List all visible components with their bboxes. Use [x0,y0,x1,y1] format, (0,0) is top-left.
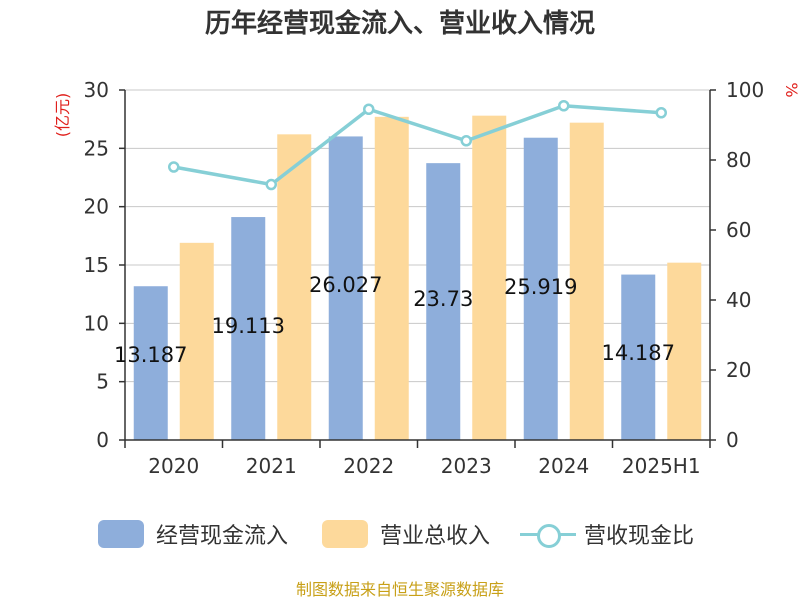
revenue-bar [569,122,604,441]
cash-inflow-bar [426,163,461,440]
ratio-point [460,135,472,147]
left-tick-label: 10 [84,311,109,335]
legend: 经营现金流入 营业总收入 营收现金比 [0,512,800,556]
revenue-bar [277,134,312,441]
data-label: 25.919 [504,275,577,299]
right-tick-label: 40 [726,288,751,312]
data-label: 13.187 [114,343,187,367]
revenue-bar [667,262,702,440]
ratio-point [558,100,570,112]
left-axis-unit: (亿元) [53,93,72,138]
left-axis-ticks: 0 5 10 15 20 25 30 [84,78,125,452]
data-source: 制图数据来自恒生聚源数据库 [295,580,504,599]
left-tick-label: 15 [84,253,109,277]
data-label: 23.73 [413,287,473,311]
data-labels: 13.187 19.113 26.027 23.73 25.919 14.187 [114,273,675,367]
x-tick-label: 2020 [148,454,199,478]
revenue-bar [179,242,214,440]
right-tick-label: 60 [726,218,751,242]
x-tick-label: 2024 [538,454,589,478]
cash-inflow-bar [328,136,363,440]
cash-inflow-bar [231,217,266,440]
cash-inflow-swatch [98,520,144,548]
legend-item-revenue[interactable]: 营业总收入 [322,512,490,556]
x-tick-label: 2022 [343,454,394,478]
cash-inflow-bar [133,286,168,440]
left-tick-label: 20 [84,195,109,219]
left-tick-label: 30 [84,78,109,102]
right-tick-label: 0 [726,428,739,452]
right-axis-ticks: 0 20 40 60 80 100 [710,78,764,452]
revenue-bars [179,115,702,441]
data-label: 14.187 [602,341,675,365]
left-tick-label: 5 [96,370,109,394]
ratio-point [168,161,180,173]
right-tick-label: 20 [726,358,751,382]
data-label: 26.027 [309,273,382,297]
left-tick-label: 0 [96,428,109,452]
ratio-polyline [173,103,662,187]
x-axis-ticks: 2020 2021 2022 2023 2024 2025H1 [124,440,711,478]
cash-inflow-bars [133,136,656,440]
revenue-bar [374,116,409,440]
ratio-line [168,100,667,191]
revenue-bar [472,115,507,441]
right-tick-label: 100 [726,78,764,102]
left-tick-label: 25 [84,136,109,160]
data-label: 19.113 [212,314,285,338]
revenue-swatch [322,520,368,548]
x-tick-label: 2021 [246,454,297,478]
legend-label-cash-inflow: 经营现金流入 [156,524,289,549]
right-tick-label: 80 [726,148,751,172]
ratio-line-swatch [520,520,576,548]
cash-inflow-bar [621,274,656,440]
x-tick-label: 2023 [441,454,492,478]
ratio-point [265,178,277,191]
cash-inflow-bar [523,137,558,440]
x-tick-label: 2025H1 [622,454,701,478]
ratio-point [363,103,375,115]
legend-label-ratio: 营收现金比 [584,524,695,549]
right-axis-unit: % [782,82,800,97]
chart-title: 历年经营现金流入、营业收入情况 [204,9,595,39]
legend-label-revenue: 营业总收入 [380,524,491,549]
legend-item-cash-inflow[interactable]: 经营现金流入 [98,512,288,556]
ratio-point [655,107,667,119]
legend-item-ratio[interactable]: 营收现金比 [520,512,694,556]
